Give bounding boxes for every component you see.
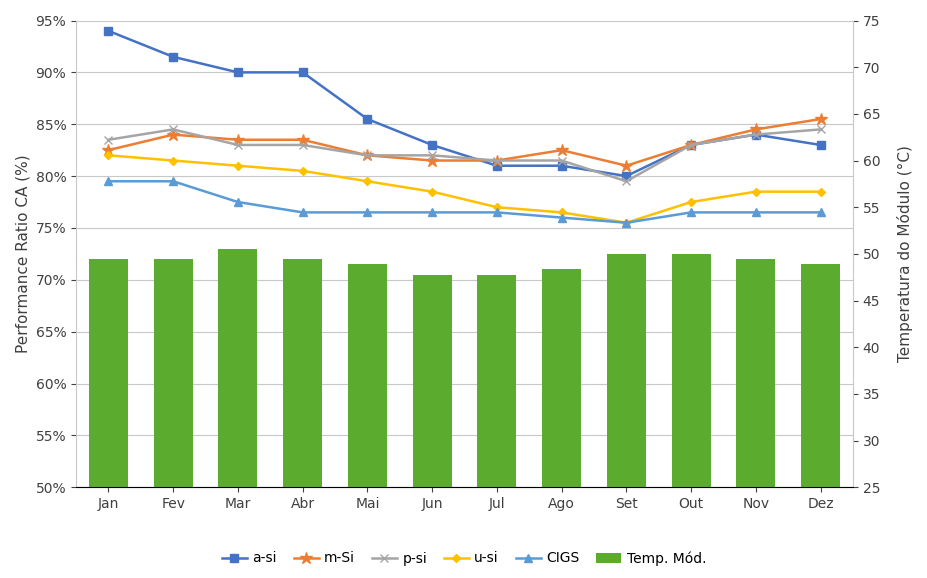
- Bar: [154, 259, 193, 578]
- Bar: [800, 264, 839, 578]
- a-si: [297, 69, 308, 76]
- u-si: [168, 157, 179, 164]
- Bar: [606, 254, 645, 578]
- a-si: [168, 53, 179, 60]
- Bar: [671, 254, 710, 578]
- CIGS: [555, 214, 566, 221]
- CIGS: [426, 209, 438, 216]
- m-Si: [168, 131, 179, 138]
- Y-axis label: Performance Ratio CA (%): Performance Ratio CA (%): [15, 154, 30, 353]
- u-si: [362, 178, 373, 185]
- Bar: [89, 259, 128, 578]
- p-si: [297, 142, 308, 149]
- m-Si: [814, 116, 825, 123]
- CIGS: [490, 209, 502, 216]
- CIGS: [620, 219, 631, 226]
- p-si: [232, 142, 243, 149]
- u-si: [750, 188, 761, 195]
- m-Si: [297, 136, 308, 143]
- a-si: [103, 27, 114, 34]
- a-si: [426, 142, 438, 149]
- p-si: [362, 152, 373, 159]
- Bar: [541, 269, 580, 578]
- p-si: [814, 126, 825, 133]
- CIGS: [232, 199, 243, 206]
- m-Si: [620, 162, 631, 169]
- Legend: a-si, m-Si, p-si, u-si, CIGS, Temp. Mód.: a-si, m-Si, p-si, u-si, CIGS, Temp. Mód.: [216, 546, 711, 571]
- m-Si: [362, 152, 373, 159]
- m-Si: [103, 147, 114, 154]
- a-si: [685, 142, 696, 149]
- Line: m-Si: m-Si: [102, 113, 826, 172]
- a-si: [555, 162, 566, 169]
- u-si: [620, 219, 631, 226]
- Bar: [413, 275, 451, 578]
- Bar: [477, 275, 515, 578]
- p-si: [168, 126, 179, 133]
- u-si: [297, 168, 308, 175]
- a-si: [814, 142, 825, 149]
- p-si: [426, 152, 438, 159]
- Line: a-si: a-si: [104, 27, 824, 180]
- u-si: [232, 162, 243, 169]
- p-si: [490, 157, 502, 164]
- a-si: [490, 162, 502, 169]
- Line: u-si: u-si: [106, 153, 822, 225]
- CIGS: [814, 209, 825, 216]
- CIGS: [297, 209, 308, 216]
- m-Si: [685, 142, 696, 149]
- Line: CIGS: CIGS: [104, 177, 824, 227]
- p-si: [750, 131, 761, 138]
- u-si: [555, 209, 566, 216]
- p-si: [555, 157, 566, 164]
- Bar: [218, 249, 257, 578]
- CIGS: [750, 209, 761, 216]
- a-si: [362, 116, 373, 123]
- p-si: [685, 142, 696, 149]
- u-si: [103, 152, 114, 159]
- Bar: [283, 259, 322, 578]
- Bar: [736, 259, 774, 578]
- u-si: [814, 188, 825, 195]
- m-Si: [750, 126, 761, 133]
- CIGS: [685, 209, 696, 216]
- CIGS: [168, 178, 179, 185]
- a-si: [750, 131, 761, 138]
- u-si: [685, 199, 696, 206]
- CIGS: [362, 209, 373, 216]
- Bar: [348, 264, 387, 578]
- CIGS: [103, 178, 114, 185]
- p-si: [103, 136, 114, 143]
- Line: p-si: p-si: [104, 125, 824, 186]
- m-Si: [232, 136, 243, 143]
- a-si: [232, 69, 243, 76]
- Y-axis label: Temperatura do Módulo (°C): Temperatura do Módulo (°C): [896, 146, 912, 362]
- p-si: [620, 178, 631, 185]
- u-si: [426, 188, 438, 195]
- u-si: [490, 203, 502, 210]
- m-Si: [490, 157, 502, 164]
- a-si: [620, 173, 631, 180]
- m-Si: [555, 147, 566, 154]
- m-Si: [426, 157, 438, 164]
